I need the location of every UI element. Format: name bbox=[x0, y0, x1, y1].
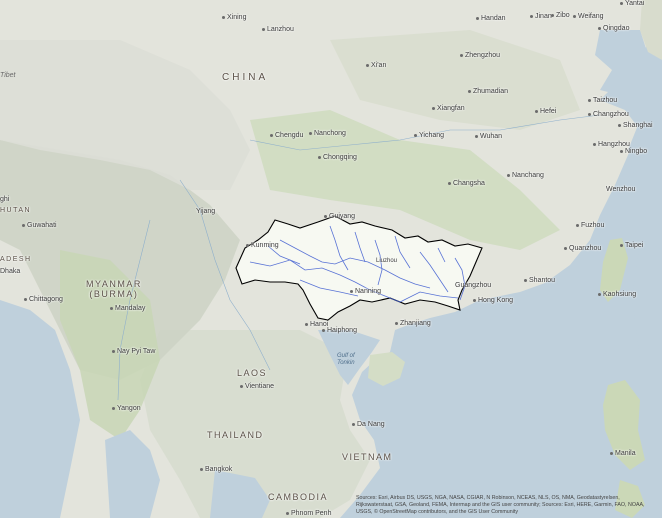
city-wuhan: Wuhan bbox=[475, 133, 502, 140]
city-phnompenh: Phnom Penh bbox=[286, 510, 331, 517]
city-yichang: Yichang bbox=[414, 132, 444, 139]
city-liuzhou: Liuzhou bbox=[376, 258, 398, 264]
city-nanchong: Nanchong bbox=[309, 130, 346, 137]
country-label-china: CHINA bbox=[222, 72, 269, 83]
city-chengdu: Chengdu bbox=[270, 132, 303, 139]
city-naypyitaw: Nay Pyi Taw bbox=[112, 348, 155, 355]
city-guangzhou: Guangzhou bbox=[455, 282, 492, 289]
city-changzhou: Changzhou bbox=[588, 111, 629, 118]
country-label-bangladesh: ADESH bbox=[0, 256, 32, 263]
city-taizhou: Taizhou bbox=[588, 97, 617, 104]
city-weifang: Weifang bbox=[573, 13, 604, 20]
city-hangzhou: Hangzhou bbox=[593, 141, 630, 148]
tibet-plateau bbox=[0, 40, 250, 190]
gulf-of-thailand bbox=[210, 470, 270, 518]
city-chongqing: Chongqing bbox=[318, 154, 357, 161]
city-xian: Xi'an bbox=[366, 62, 386, 69]
city-xining: Xining bbox=[222, 14, 246, 21]
city-zhengzhou: Zhengzhou bbox=[460, 52, 500, 59]
city-xiangfan: Xiangfan bbox=[432, 105, 465, 112]
city-taipei: Taipei bbox=[620, 242, 643, 249]
country-label-laos: LAOS bbox=[237, 368, 268, 378]
country-label-thailand: THAILAND bbox=[207, 430, 264, 440]
city-yantai: Yantai bbox=[620, 0, 644, 7]
country-label-bhutan: HUTAN bbox=[0, 207, 32, 214]
city-hefei: Hefei bbox=[535, 108, 556, 115]
water-label-gulf-of-tonkin: Gulf of Tonkin bbox=[337, 353, 355, 366]
city-lanzhou: Lanzhou bbox=[262, 26, 294, 33]
city-bangkok: Bangkok bbox=[200, 466, 232, 473]
city-changsha: Changsha bbox=[448, 180, 485, 187]
east-china-sea bbox=[628, 80, 662, 380]
city-danang: Da Nang bbox=[352, 421, 385, 428]
gulf-of-tonkin bbox=[318, 330, 380, 385]
city-quanzhou: Quanzhou bbox=[564, 245, 601, 252]
region-label-tibet: Tibet bbox=[0, 72, 16, 79]
city-fuzhou: Fuzhou bbox=[576, 222, 604, 229]
country-label-myanmar: MYANMAR (BURMA) bbox=[86, 279, 142, 299]
korea-edge bbox=[640, 0, 662, 60]
city-jinan: Jinan bbox=[530, 13, 552, 20]
bay-of-bengal bbox=[0, 300, 80, 518]
river-lines-outside bbox=[117, 114, 601, 401]
city-nanchang: Nanchang bbox=[507, 172, 544, 179]
city-manila: Manila bbox=[610, 450, 636, 457]
city-kaohsiung: Kaohsiung bbox=[598, 291, 636, 298]
city-yangon: Yangon bbox=[112, 405, 141, 412]
mindoro-island bbox=[615, 480, 645, 518]
city-mandalay: Mandalay bbox=[110, 305, 145, 312]
city-yijang: Yijang bbox=[196, 208, 216, 215]
city-zibo: Zibo bbox=[551, 12, 570, 19]
city-zhanjiang: Zhanjiang bbox=[395, 320, 431, 327]
luzon-island bbox=[603, 380, 645, 470]
highlighted-basin[interactable] bbox=[235, 215, 483, 321]
city-shanghai: Shanghai bbox=[618, 122, 653, 129]
country-label-cambodia: CAMBODIA bbox=[268, 492, 329, 502]
city-guiyang: Guiyang bbox=[324, 213, 355, 220]
city-nanning: Nanning bbox=[350, 288, 381, 295]
city-qingdao: Qingdao bbox=[598, 25, 629, 32]
city-zhumadian: Zhumadian bbox=[468, 88, 508, 95]
city-shantou: Shantou bbox=[524, 277, 555, 284]
hainan-island bbox=[368, 352, 405, 386]
city-hanoi: Hanoi bbox=[305, 321, 328, 328]
country-label-vietnam: VIETNAM bbox=[342, 452, 393, 462]
indochina-land bbox=[140, 330, 370, 518]
city-guwahati: Guwahati bbox=[22, 222, 57, 229]
yellow-sea bbox=[595, 30, 648, 95]
city-kunming: Kunming bbox=[246, 242, 279, 249]
city-ningbo: Ningbo bbox=[620, 148, 647, 155]
green-lowlands bbox=[250, 110, 560, 250]
city-ghi: ghi bbox=[0, 196, 10, 203]
north-plain bbox=[330, 30, 580, 130]
city-handan: Handan bbox=[476, 15, 506, 22]
city-hongkong: Hong Kong bbox=[473, 297, 513, 304]
river-network bbox=[249, 225, 466, 303]
city-vientiane: Vientiane bbox=[240, 383, 274, 390]
myanmar-green bbox=[60, 250, 160, 440]
city-dhaka: Dhaka bbox=[0, 268, 21, 275]
taiwan-island bbox=[600, 238, 628, 302]
city-wenzhou: Wenzhou bbox=[606, 186, 636, 193]
city-haiphong: Haiphong bbox=[322, 327, 357, 334]
andaman-sea bbox=[105, 430, 160, 518]
city-chittagong: Chittagong bbox=[24, 296, 63, 303]
map-attribution: Sources: Esri, Airbus DS, USGS, NGA, NAS… bbox=[356, 495, 645, 516]
